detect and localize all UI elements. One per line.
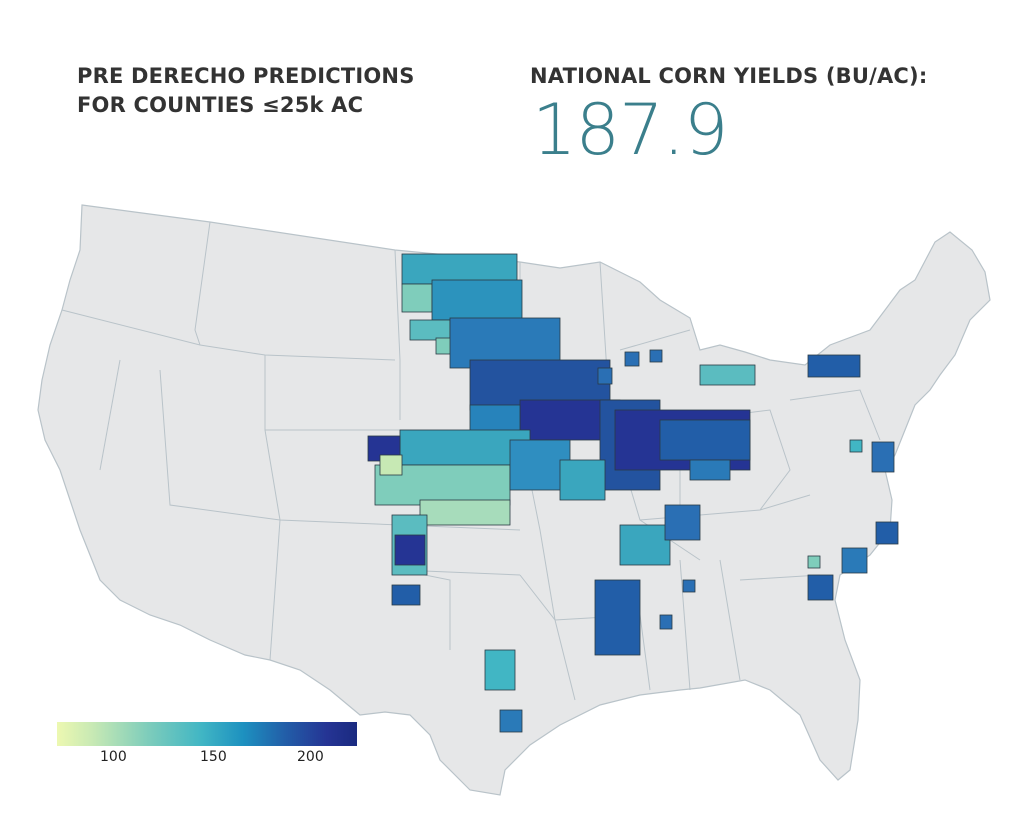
us-county-yield-map <box>37 204 991 796</box>
legend-tick-200: 200 <box>297 749 324 765</box>
legend-tick-150: 150 <box>200 749 227 765</box>
title-line-1: PRE DERECHO PREDICTIONS <box>77 64 415 88</box>
national-yield-label: NATIONAL CORN YIELDS (BU/AC): <box>530 64 928 88</box>
legend-ticks: 100 150 200 <box>57 749 359 771</box>
legend-gradient <box>57 722 357 746</box>
national-yield-value: 187.9 <box>532 89 728 171</box>
map-title: PRE DERECHO PREDICTIONS FOR COUNTIES ≤25… <box>77 62 415 120</box>
title-line-2: FOR COUNTIES ≤25k AC <box>77 93 364 117</box>
color-legend: 100 150 200 <box>57 722 359 771</box>
legend-tick-100: 100 <box>100 749 127 765</box>
county-clusters <box>367 253 899 733</box>
